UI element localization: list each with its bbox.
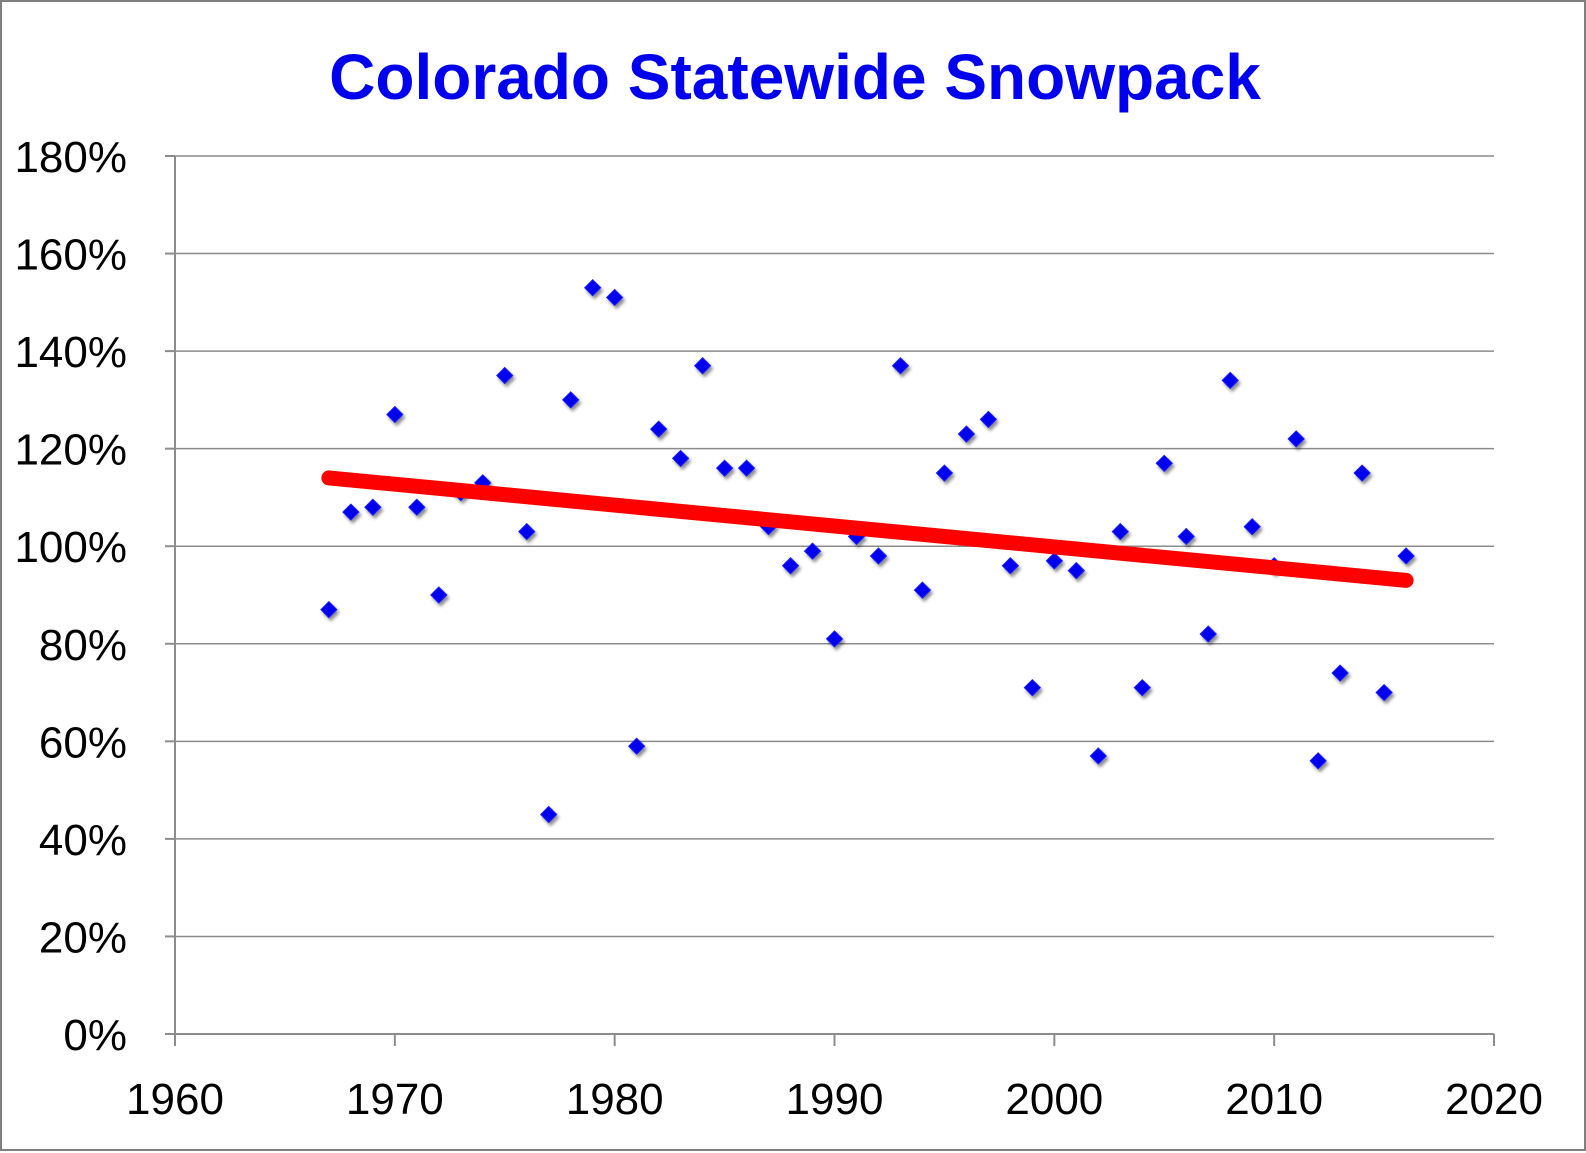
x-tick-label-1960: 1960 (126, 1075, 224, 1124)
data-point-1970 (386, 405, 404, 424)
data-point-1982 (649, 420, 668, 438)
data-point-2001 (1067, 561, 1086, 580)
data-point-2015 (1375, 683, 1393, 702)
data-point-2012 (1309, 752, 1327, 770)
data-point-1985 (715, 459, 734, 477)
data-point-1978 (561, 391, 580, 409)
data-point-2013 (1331, 664, 1349, 682)
data-point-1998 (1001, 557, 1020, 575)
data-point-1981 (627, 737, 646, 755)
data-point-1997 (979, 410, 998, 429)
data-point-2003 (1111, 522, 1129, 541)
data-point-1988 (781, 557, 800, 575)
y-tick-label-140: 140% (14, 328, 127, 377)
data-point-1992 (869, 547, 888, 565)
data-point-1975 (496, 366, 514, 385)
data-point-1979 (583, 278, 602, 297)
data-point-2014 (1353, 464, 1371, 482)
data-point-2008 (1221, 371, 1239, 390)
data-point-2005 (1155, 454, 1173, 473)
data-point-2011 (1287, 430, 1305, 448)
x-tick-label-1990: 1990 (786, 1075, 884, 1124)
trend-line-group (321, 470, 1414, 588)
y-tick-label-80: 80% (39, 621, 127, 670)
data-point-1996 (957, 425, 976, 443)
data-point-1984 (693, 357, 712, 375)
y-tick-label-100: 100% (14, 523, 127, 572)
gridlines (175, 155, 1494, 938)
data-point-2004 (1133, 678, 1151, 697)
data-point-1971 (408, 498, 426, 516)
data-point-1977 (540, 805, 558, 824)
data-point-1969 (364, 498, 382, 516)
axes (165, 155, 1495, 1046)
x-tick-label-2020: 2020 (1445, 1075, 1543, 1124)
chart-title: Colorado Statewide Snowpack (329, 41, 1261, 113)
y-tick-label-180: 180% (14, 133, 127, 182)
y-tick-label-160: 160% (14, 231, 127, 280)
data-point-2007 (1199, 625, 1217, 643)
x-tick-label-2000: 2000 (1005, 1075, 1103, 1124)
y-tick-label-60: 60% (39, 718, 127, 767)
y-tick-label-40: 40% (39, 816, 127, 865)
data-point-1976 (518, 522, 536, 541)
data-point-1972 (430, 586, 448, 604)
y-tick-label-0: 0% (63, 1011, 127, 1060)
trend-line (321, 470, 1414, 588)
data-point-1967 (320, 600, 338, 619)
data-point-1994 (913, 581, 932, 599)
data-point-1989 (803, 542, 822, 560)
data-point-2016 (1397, 547, 1415, 565)
y-axis-tick-labels: 0% 20% 40% 60% 80% 100% 120% 140% 160% 180% (14, 133, 127, 1060)
y-tick-label-20: 20% (39, 913, 127, 962)
x-axis-tick-labels: 1960 1970 1980 1990 2000 2010 2020 (126, 1075, 1543, 1124)
x-tick-label-1980: 1980 (566, 1075, 664, 1124)
data-point-2002 (1089, 747, 1108, 765)
data-point-2009 (1243, 518, 1261, 536)
data-point-2006 (1177, 527, 1195, 546)
data-point-1995 (935, 464, 954, 482)
data-point-1986 (737, 459, 756, 477)
data-point-1968 (342, 503, 360, 521)
x-tick-label-1970: 1970 (346, 1075, 444, 1124)
x-tick-label-2010: 2010 (1225, 1075, 1323, 1124)
data-point-1993 (891, 357, 910, 375)
data-point-1990 (825, 630, 844, 648)
data-point-2000 (1045, 552, 1064, 570)
y-tick-label-120: 120% (14, 426, 127, 475)
data-point-1999 (1023, 678, 1042, 697)
data-point-1980 (605, 288, 624, 307)
data-point-1983 (671, 449, 690, 468)
